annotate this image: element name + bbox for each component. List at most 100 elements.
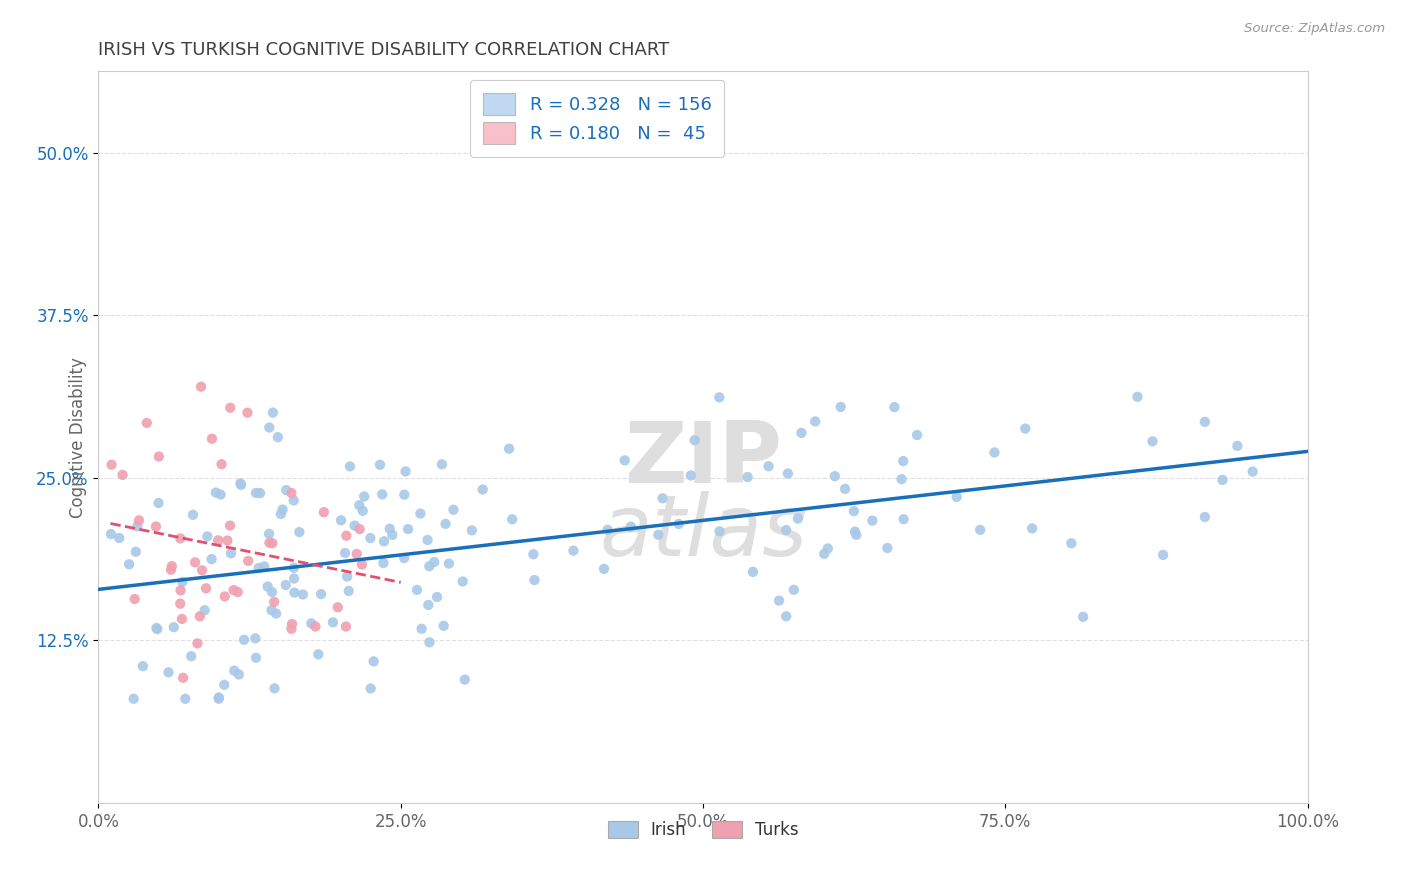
Point [249, 486, 271, 500]
Text: IRISH VS TURKISH COGNITIVE DISABILITY CORRELATION CHART: IRISH VS TURKISH COGNITIVE DISABILITY CO… [98, 41, 669, 59]
Point [350, 558, 373, 572]
Point [359, 531, 381, 545]
Point [135, 416, 157, 430]
Point [1014, 421, 1036, 435]
Point [291, 587, 314, 601]
Point [195, 582, 218, 596]
Point [128, 513, 150, 527]
Point [758, 459, 780, 474]
Point [170, 612, 193, 626]
Point [339, 459, 361, 474]
Point [259, 536, 281, 550]
Point [253, 559, 276, 574]
Point [283, 561, 305, 575]
Point [890, 472, 912, 486]
Point [180, 649, 202, 664]
Point [668, 516, 690, 531]
Point [326, 600, 349, 615]
Point [283, 493, 305, 508]
Point [790, 425, 813, 440]
Point [236, 406, 259, 420]
Point [1142, 434, 1164, 449]
Point [208, 690, 231, 705]
Point [651, 491, 673, 506]
Point [148, 450, 170, 464]
Point [709, 524, 731, 539]
Point [1021, 521, 1043, 535]
Point [262, 536, 284, 550]
Point [1194, 415, 1216, 429]
Point [845, 528, 868, 542]
Text: Source: ZipAtlas.com: Source: ZipAtlas.com [1244, 22, 1385, 36]
Point [787, 511, 810, 525]
Point [233, 632, 256, 647]
Point [824, 469, 846, 483]
Point [260, 585, 283, 599]
Point [280, 622, 302, 636]
Point [217, 533, 239, 548]
Point [146, 622, 169, 636]
Point [201, 432, 224, 446]
Point [274, 578, 297, 592]
Point [876, 541, 898, 555]
Point [209, 487, 232, 501]
Point [741, 565, 763, 579]
Point [768, 593, 790, 607]
Point [451, 574, 474, 589]
Point [191, 563, 214, 577]
Point [426, 590, 449, 604]
Point [276, 483, 298, 497]
Point [371, 487, 394, 501]
Point [775, 523, 797, 537]
Point [336, 569, 359, 583]
Point [100, 527, 122, 541]
Point [267, 430, 290, 444]
Point [211, 457, 233, 471]
Point [1060, 536, 1083, 550]
Point [270, 507, 292, 521]
Point [363, 655, 385, 669]
Point [145, 519, 167, 533]
Point [418, 635, 440, 649]
Point [219, 401, 242, 415]
Point [333, 546, 356, 560]
Point [307, 648, 329, 662]
Point [349, 498, 371, 512]
Text: atlas: atlas [599, 491, 807, 574]
Point [418, 598, 440, 612]
Point [125, 545, 148, 559]
Point [461, 524, 484, 538]
Point [157, 665, 180, 680]
Point [322, 615, 344, 630]
Point [1241, 465, 1264, 479]
Point [188, 609, 211, 624]
Point [335, 619, 357, 633]
Point [593, 562, 616, 576]
Point [262, 406, 284, 420]
Point [368, 458, 391, 472]
Point [834, 482, 856, 496]
Point [454, 673, 477, 687]
Point [163, 620, 186, 634]
Point [190, 380, 212, 394]
Point [409, 507, 432, 521]
Point [776, 467, 799, 481]
Point [312, 505, 335, 519]
Point [160, 559, 183, 574]
Point [224, 664, 246, 678]
Point [236, 554, 259, 568]
Point [353, 490, 375, 504]
Point [817, 541, 839, 556]
Point [111, 467, 134, 482]
Point [271, 502, 294, 516]
Point [416, 533, 439, 547]
Point [100, 458, 122, 472]
Point [283, 585, 305, 599]
Point [647, 528, 669, 542]
Point [132, 659, 155, 673]
Point [145, 621, 167, 635]
Point [160, 563, 183, 577]
Point [335, 529, 357, 543]
Point [127, 519, 149, 533]
Point [679, 468, 702, 483]
